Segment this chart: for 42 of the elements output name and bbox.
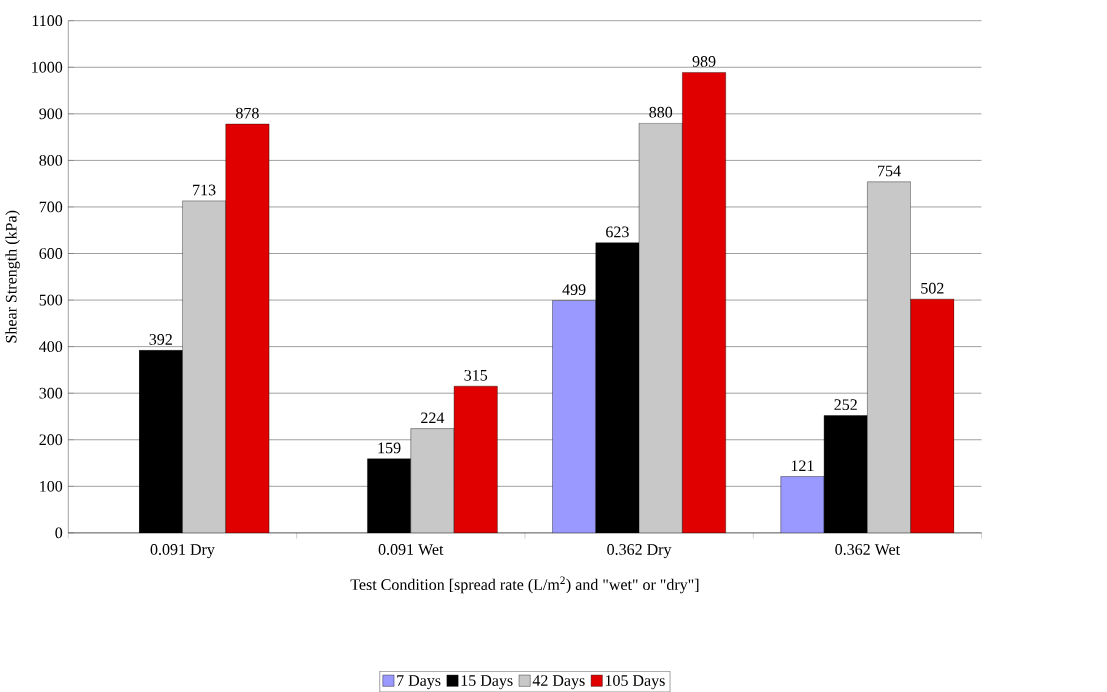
y-axis-title: Shear Strength (kPa) — [5, 210, 20, 343]
legend-label: 42 Days — [532, 675, 585, 690]
legend-label: 105 Days — [605, 675, 665, 690]
y-tick-label: 700 — [39, 201, 63, 213]
bar — [410, 428, 455, 533]
y-tick-label: 0 — [55, 527, 63, 539]
y-tick-label: 100 — [40, 480, 63, 492]
data-label: 499 — [562, 284, 586, 295]
data-label: 502 — [921, 282, 944, 294]
y-tick-label: 1000 — [32, 61, 63, 73]
data-label: 713 — [193, 184, 216, 196]
bar — [182, 200, 226, 533]
y-tick-label: 1100 — [32, 15, 63, 27]
legend-label: 7 Days — [397, 675, 441, 690]
bar — [638, 122, 683, 533]
x-axis-title: Test Condition [spread rate (L/m$^{2}$) and "wet" or "dry"] — [350, 576, 699, 594]
data-label: 754 — [878, 165, 901, 177]
data-label: 880 — [649, 106, 673, 118]
data-label: 878 — [236, 107, 259, 119]
y-tick-label: 500 — [39, 294, 63, 306]
y-tick-label: 400 — [39, 341, 63, 352]
bar — [552, 300, 596, 533]
x-tick-label: 0.362 Wet — [835, 543, 900, 555]
data-label: 121 — [791, 460, 814, 471]
legend-label: 15 Days — [461, 675, 513, 690]
y-tick-label: 300 — [39, 387, 63, 399]
data-label: 224 — [421, 412, 445, 423]
x-tick-label: 0.091 Dry — [150, 543, 215, 559]
data-label: 623 — [606, 226, 629, 238]
data-label: 392 — [149, 334, 172, 345]
x-tick-label: 0.091 Wet — [378, 543, 444, 555]
x-tick-label: 0.362 Dry — [607, 543, 672, 559]
bar — [867, 181, 911, 533]
data-label: 252 — [834, 399, 857, 410]
data-label: 989 — [692, 56, 716, 67]
data-label: 315 — [464, 369, 488, 381]
y-tick-label: 600 — [39, 248, 63, 259]
data-label: 159 — [378, 442, 401, 454]
y-tick-label: 900 — [39, 108, 63, 120]
y-tick-label: 800 — [39, 154, 63, 166]
y-tick-label: 200 — [39, 434, 63, 446]
bar — [780, 476, 825, 533]
